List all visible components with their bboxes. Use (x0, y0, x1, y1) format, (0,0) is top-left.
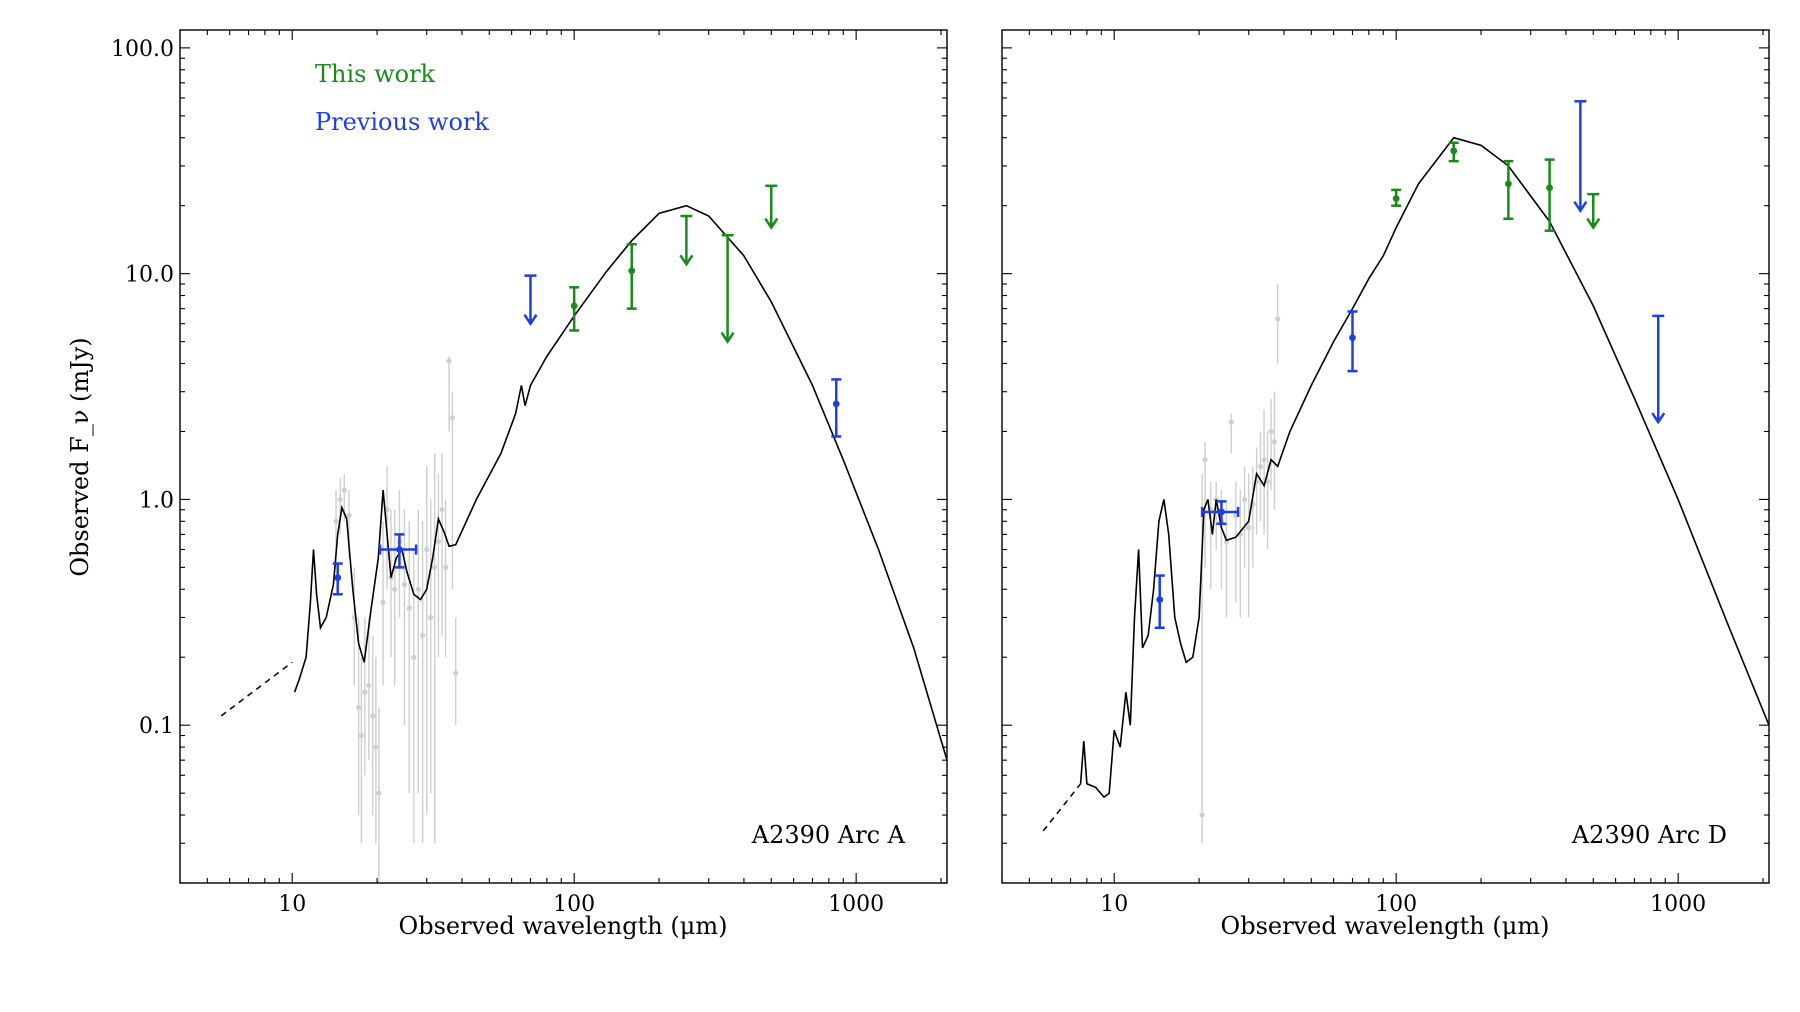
spectrum-point (453, 670, 459, 676)
panel-a-xlabel: Observed wavelength (μm) (399, 912, 728, 940)
spectrum-point (406, 605, 412, 611)
spectrum-point (376, 790, 382, 796)
spectrum-point (1241, 496, 1248, 503)
y-tick-label: 100.0 (111, 37, 174, 62)
previous-work-point (334, 574, 342, 582)
spectrum-point (358, 732, 365, 739)
spectrum-point (449, 415, 456, 421)
spectrum-point (341, 487, 347, 493)
spectrum-point (373, 744, 379, 750)
this-work-point (1450, 147, 1458, 155)
spectrum-point (1275, 316, 1281, 322)
spectrum-point (380, 599, 386, 605)
previous-work-point (1218, 508, 1225, 516)
spectrum-point (419, 632, 426, 638)
legend-this-work: This work (315, 60, 436, 88)
spectrum-point (362, 689, 368, 695)
x-tick-label: 100 (1375, 892, 1417, 917)
panel-d-points (1154, 100, 1666, 630)
y-tick-label: 10.0 (125, 263, 174, 288)
model-extrapolation-line (220, 661, 293, 717)
this-work-limit-arrow (1586, 217, 1601, 230)
spectrum-point (1202, 457, 1208, 463)
spectrum-point (1257, 463, 1264, 470)
spectrum-point (443, 564, 449, 570)
panel-d-xlabel: Observed wavelength (μm) (1221, 912, 1550, 940)
spectrum-point (370, 713, 376, 719)
spectrum-point (401, 581, 408, 588)
y-axis-label: Observed F_ν (mJy) (66, 337, 94, 576)
legend-previous-work: Previous work (315, 108, 489, 136)
previous-work-point (1349, 334, 1356, 342)
x-tick-label: 1000 (828, 892, 884, 917)
previous-work-point (396, 546, 403, 553)
y-tick-label: 0.1 (139, 714, 174, 739)
panel-a-model (220, 204, 947, 761)
this-work-limit-arrow (764, 217, 779, 230)
panel-d-model (1042, 136, 1769, 832)
this-work-limit-arrow (720, 331, 735, 344)
x-tick-label: 10 (278, 892, 306, 917)
this-work-point (570, 302, 578, 310)
model-sed-line (293, 204, 947, 761)
spectrum-point (333, 518, 339, 524)
spectrum-point (1228, 419, 1234, 425)
x-tick-label: 1000 (1650, 892, 1706, 917)
previous-work-point (1156, 596, 1164, 603)
spectrum-point (435, 539, 442, 545)
panel-d-spectrum (1199, 283, 1281, 844)
spectrum-point (346, 512, 352, 518)
spectrum-point (428, 614, 434, 621)
x-tick-label: 100 (553, 892, 595, 917)
this-work-point (1546, 184, 1553, 192)
y-tick-label: 1.0 (139, 488, 174, 513)
panel-a-spectrum (333, 356, 459, 883)
panel-d-title: A2390 Arc D (1571, 821, 1727, 849)
this-work-point (628, 267, 636, 275)
spectrum-point (392, 586, 398, 592)
x-tick-label: 10 (1100, 892, 1128, 917)
panel-a-frame (179, 29, 948, 884)
previous-work-limit-arrow (1651, 412, 1666, 425)
spectrum-point (356, 704, 362, 710)
this-work-limit-arrow (679, 254, 694, 267)
panel-d-frame (1001, 29, 1770, 884)
model-extrapolation-line (1042, 783, 1082, 832)
panel-a-points (332, 184, 842, 596)
spectrum-point (439, 507, 445, 513)
this-work-point (1392, 195, 1400, 202)
spectrum-point (1261, 457, 1267, 463)
panel-arc-a: 10 100 1000 0.1 1.0 10.0 100.0 This work Previ… (111, 29, 948, 940)
spectrum-point (424, 546, 430, 553)
panel-arc-d: 10 100 1000 A2390 Arc D Observed wavelengt… (1001, 29, 1770, 940)
spectrum-point (432, 564, 438, 570)
model-sed-line (1079, 136, 1769, 799)
spectrum-point (337, 496, 343, 503)
previous-work-point (832, 400, 840, 408)
panel-a-ticks: 10 100 1000 0.1 1.0 10.0 100.0 (111, 30, 947, 917)
spectrum-point (366, 682, 372, 689)
spectrum-point (1268, 428, 1274, 435)
spectrum-point (1199, 812, 1205, 818)
panel-a-title: A2390 Arc A (751, 821, 906, 849)
previous-work-limit-arrow (1573, 201, 1588, 213)
spectrum-point (1246, 525, 1252, 531)
spectrum-point (415, 586, 421, 592)
spectrum-point (1271, 439, 1278, 445)
previous-work-limit-arrow (523, 314, 538, 326)
panel-d-ticks: 10 100 1000 (1001, 30, 1769, 917)
spectrum-point (446, 358, 452, 364)
spectrum-point (411, 654, 417, 660)
this-work-point (1504, 180, 1512, 188)
